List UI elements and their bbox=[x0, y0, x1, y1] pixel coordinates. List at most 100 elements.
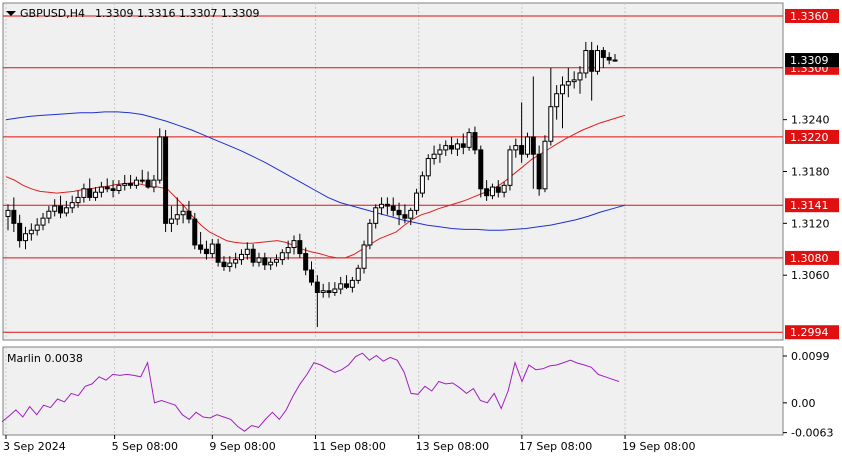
candle bbox=[478, 145, 484, 198]
candle-body bbox=[209, 243, 215, 255]
candle-body bbox=[46, 210, 52, 219]
candle-body bbox=[23, 233, 29, 242]
candle bbox=[536, 145, 542, 196]
candle bbox=[524, 132, 530, 158]
candle bbox=[122, 174, 128, 191]
candle-body bbox=[577, 72, 583, 81]
candle bbox=[460, 133, 466, 155]
candle bbox=[367, 219, 373, 250]
candle-body bbox=[536, 153, 542, 190]
moving-average-slow bbox=[5, 111, 626, 231]
candle bbox=[203, 240, 209, 260]
candle-body bbox=[519, 145, 525, 155]
candle-body bbox=[186, 210, 192, 220]
candle bbox=[373, 204, 379, 229]
candle-body bbox=[396, 209, 402, 216]
chart-header: GBPUSD,H4 1.3309 1.3316 1.3307 1.3309 bbox=[6, 7, 259, 20]
level-price-box bbox=[785, 325, 839, 340]
dropdown-triangle-icon[interactable] bbox=[6, 11, 16, 16]
candle-body bbox=[52, 205, 58, 212]
level-price-label: 1.3220 bbox=[790, 131, 829, 144]
candle bbox=[495, 180, 501, 198]
current-price-box bbox=[785, 53, 839, 68]
candle-body bbox=[559, 84, 565, 95]
candle bbox=[606, 52, 612, 65]
indicator-label: Marlin 0.0038 bbox=[7, 352, 83, 365]
candle bbox=[151, 174, 157, 193]
time-tick-label: 5 Sep 08:00 bbox=[112, 440, 178, 453]
main-plot-area bbox=[2, 2, 784, 341]
candle bbox=[425, 154, 431, 181]
candle-body bbox=[595, 50, 601, 72]
candle-body bbox=[168, 218, 174, 224]
candle bbox=[320, 283, 326, 298]
candle bbox=[419, 171, 425, 198]
candle bbox=[600, 47, 606, 68]
candle bbox=[361, 240, 367, 274]
indicator-tick-label: 0.00 bbox=[791, 397, 816, 410]
candle bbox=[449, 136, 455, 155]
candle bbox=[443, 140, 449, 156]
symbol-label: GBPUSD,H4 bbox=[20, 7, 85, 20]
candle bbox=[309, 261, 315, 286]
candle bbox=[209, 238, 215, 258]
candle-body bbox=[163, 136, 169, 224]
candle-body bbox=[34, 224, 40, 231]
candle bbox=[273, 254, 279, 267]
candle bbox=[110, 180, 116, 198]
candle bbox=[379, 197, 385, 215]
candle-body bbox=[221, 261, 227, 268]
candle bbox=[58, 195, 64, 219]
candle bbox=[338, 276, 344, 295]
candle-body bbox=[332, 288, 338, 293]
level-price-box bbox=[785, 129, 839, 144]
candle-body bbox=[157, 136, 163, 181]
candle-body bbox=[174, 214, 180, 220]
candle-body bbox=[81, 188, 87, 198]
indicator-pane[interactable]: 0.0099 0.00 -0.0063 Marlin 0.0038 bbox=[1, 346, 833, 440]
candle-body bbox=[344, 283, 350, 288]
candle bbox=[548, 67, 554, 146]
level-price-box bbox=[785, 250, 839, 265]
candle bbox=[128, 174, 134, 189]
candle bbox=[571, 71, 577, 89]
candle-body bbox=[273, 259, 279, 263]
candle bbox=[215, 238, 221, 267]
candle-body bbox=[606, 56, 612, 61]
candle-body bbox=[384, 203, 390, 207]
candle bbox=[279, 249, 285, 265]
candle-body bbox=[390, 205, 396, 211]
time-tick-label: 17 Sep 08:00 bbox=[519, 440, 592, 453]
indicator-tick-label: 0.0099 bbox=[791, 350, 830, 363]
candle bbox=[69, 195, 75, 213]
candle-body bbox=[203, 248, 209, 255]
candle bbox=[390, 197, 396, 217]
candle bbox=[40, 212, 46, 231]
candle bbox=[542, 135, 548, 193]
candle-body bbox=[87, 188, 93, 198]
candle-body bbox=[256, 257, 262, 263]
indicator-plot-area bbox=[2, 346, 784, 436]
candle-body bbox=[460, 143, 466, 148]
candle bbox=[384, 197, 390, 215]
candle-body bbox=[110, 188, 116, 192]
candle bbox=[519, 102, 525, 163]
main-grid bbox=[5, 3, 626, 340]
level-price-label: 1.3141 bbox=[790, 199, 829, 212]
candle-body bbox=[402, 214, 408, 219]
candle bbox=[145, 171, 151, 189]
time-tick-label: 11 Sep 08:00 bbox=[313, 440, 386, 453]
candle-body bbox=[139, 179, 145, 182]
candle-body bbox=[262, 257, 268, 266]
candle-body bbox=[355, 267, 361, 281]
candle-body bbox=[227, 262, 233, 268]
candle bbox=[408, 207, 414, 226]
candle-body bbox=[11, 209, 17, 224]
candle-body bbox=[379, 203, 385, 209]
candle bbox=[221, 256, 227, 271]
candle bbox=[583, 41, 589, 79]
candle bbox=[268, 257, 274, 271]
